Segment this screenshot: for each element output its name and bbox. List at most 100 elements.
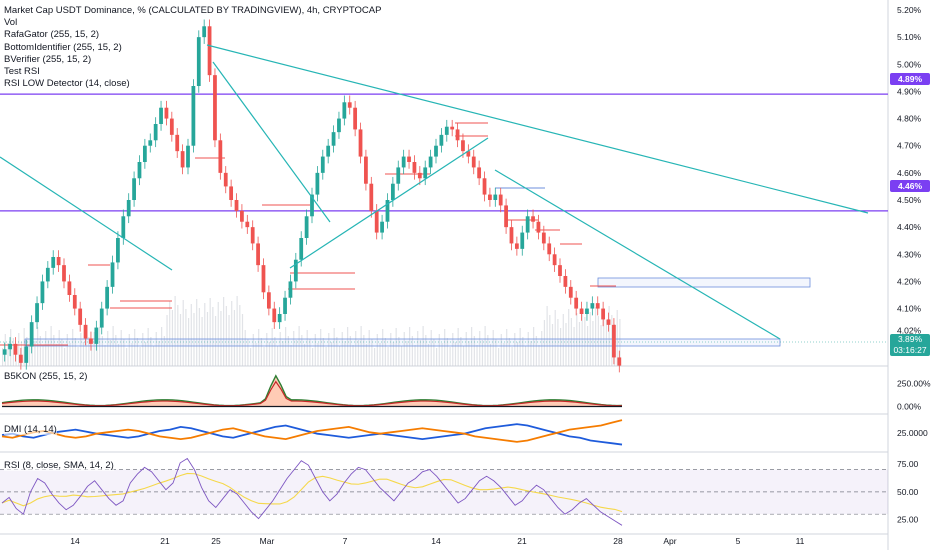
- candle-body: [126, 200, 131, 217]
- candle-body: [531, 216, 535, 222]
- candle-body: [331, 132, 336, 146]
- volume-bar: [549, 315, 551, 366]
- volume-bar: [498, 348, 500, 366]
- volume-bar: [390, 333, 392, 366]
- volume-bar: [179, 314, 182, 366]
- candle-body: [525, 216, 530, 233]
- candle-body: [283, 297, 287, 314]
- volume-bar: [376, 334, 378, 366]
- candle-body: [191, 86, 196, 146]
- trend-line: [494, 169, 781, 340]
- time-tick-label: 21: [517, 536, 527, 546]
- dmi-pane-title[interactable]: DMI (14, 14): [4, 424, 57, 435]
- candle-body: [417, 172, 422, 179]
- volume-bar: [355, 331, 357, 366]
- legend-title: Market Cap USDT Dominance, % (CALCULATED…: [4, 5, 382, 16]
- volume-bar: [290, 345, 292, 366]
- volume-bar: [72, 329, 74, 366]
- dmi-minus-line: [1, 419, 623, 443]
- rsi-pane: [0, 457, 888, 526]
- trend-line: [212, 61, 331, 223]
- candle-body: [374, 210, 379, 233]
- volume-bar: [371, 339, 373, 366]
- volume-bar: [306, 330, 308, 366]
- volume-bar: [166, 315, 168, 366]
- level-badge-lower: 4.46%: [890, 180, 930, 192]
- volume-bar: [433, 339, 435, 366]
- candle-body: [477, 167, 482, 179]
- range-box-bottom: [24, 338, 781, 347]
- volume-bar: [368, 330, 370, 366]
- volume-bar: [228, 315, 230, 366]
- volume-bar: [279, 332, 281, 366]
- candle-body: [164, 107, 169, 119]
- rsi-line: [1, 457, 623, 526]
- legend-test-rsi[interactable]: Test RSI: [4, 66, 40, 78]
- legend-vol[interactable]: Vol: [4, 17, 18, 29]
- candle-body: [455, 129, 460, 141]
- volume-bar: [144, 342, 147, 366]
- volume-bar: [136, 338, 138, 366]
- time-axis[interactable]: 14 21 25 Mar 7 14 21 28 Apr 5 11: [70, 536, 804, 546]
- candle-body: [471, 156, 476, 168]
- current-price: 3.89%: [897, 334, 923, 344]
- volume-bar: [527, 332, 529, 366]
- legend-bottomidentifier[interactable]: BottomIdentifier (255, 15, 2): [4, 41, 122, 53]
- trend-line: [289, 137, 489, 269]
- volume-bar: [282, 341, 284, 366]
- rsi-pane-title[interactable]: RSI (8, close, SMA, 14, 2): [4, 460, 114, 471]
- volume-bar: [34, 341, 36, 366]
- volume-bar: [18, 333, 20, 366]
- candle-body: [585, 308, 589, 314]
- volume-bar: [352, 345, 354, 366]
- volume-bar: [196, 299, 198, 366]
- volume-bar: [142, 333, 144, 366]
- volume-bar: [379, 343, 381, 366]
- b5kon-pane: [1, 374, 623, 408]
- price-axis[interactable]: 5.20% 5.10% 5.00% 4.90% 4.80% 4.70% 4.60% 4.50%…: [897, 5, 931, 525]
- volume-bar: [336, 337, 338, 366]
- volume-bar: [395, 328, 397, 366]
- candle-body: [202, 26, 207, 38]
- volume-bar: [508, 338, 510, 366]
- volume-bar: [519, 328, 521, 366]
- time-tick-label: 25: [211, 536, 221, 546]
- volume-bar: [328, 333, 330, 366]
- grid-lines: [0, 0, 889, 550]
- candle-body: [504, 205, 508, 228]
- dmi-tick-label: 25.0000: [897, 428, 928, 438]
- volume-bar: [460, 337, 462, 366]
- volume-bar: [392, 342, 395, 366]
- volume-bar: [126, 348, 128, 366]
- legend-rsi-low-detector[interactable]: RSI LOW Detector (14, close): [4, 78, 130, 90]
- volume-bar: [543, 320, 546, 366]
- volume-bar: [409, 327, 411, 366]
- candle-body: [175, 134, 180, 152]
- volume-bar: [188, 318, 190, 366]
- volume-bar: [619, 319, 621, 366]
- legend-bverifier[interactable]: BVerifier (255, 15, 2): [4, 53, 92, 65]
- volume-bar: [411, 336, 413, 366]
- legend-rafagator[interactable]: RafaGator (255, 15, 2): [4, 29, 100, 41]
- candle-body: [369, 183, 374, 211]
- candle-body: [601, 308, 606, 320]
- candle-body: [234, 200, 239, 211]
- candle-body: [266, 292, 271, 309]
- rsi-tick-label: 50.00: [897, 487, 919, 497]
- candle-body: [574, 297, 579, 309]
- range-box-right: [597, 277, 811, 288]
- candle-body: [520, 232, 525, 249]
- candle-body: [304, 216, 309, 238]
- volume-bar: [128, 334, 130, 366]
- candle-body: [196, 37, 201, 86]
- volume-bar: [419, 340, 422, 366]
- volume-bar: [605, 320, 608, 366]
- candle-body: [579, 308, 584, 314]
- b5kon-pane-title[interactable]: B5KON (255, 15, 2): [4, 371, 88, 382]
- candle-body: [450, 126, 455, 130]
- volume-bar: [271, 328, 273, 366]
- volume-bar: [578, 322, 581, 366]
- volume-bar: [285, 327, 287, 366]
- candle-body: [606, 319, 611, 325]
- candle-body: [385, 200, 390, 222]
